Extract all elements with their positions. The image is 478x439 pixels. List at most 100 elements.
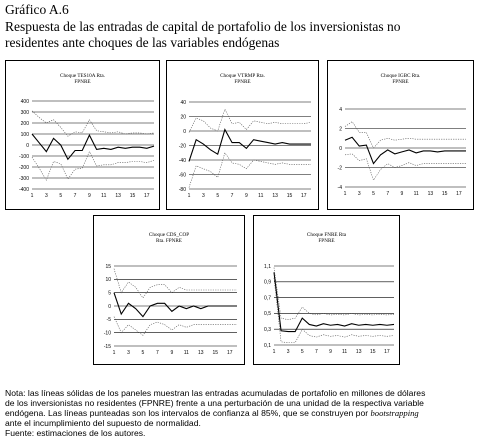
response-line — [273, 272, 395, 333]
chart-panel-tes10a: Choque TES10A Rta. FPNRE 400 300 200 100 0 -1… — [5, 60, 160, 210]
x-tick-label: 3 — [287, 349, 290, 355]
y-tick-label: -15 — [104, 344, 111, 350]
y-tick-label: -80 — [179, 187, 186, 193]
x-tick-label: 1 — [113, 350, 116, 356]
y-tick-label: -200 — [19, 165, 29, 171]
note-source: Fuente: estimaciones de los autores. — [5, 428, 146, 438]
confidence-band-lower — [344, 153, 466, 181]
x-tick-label: 15 — [287, 193, 293, 199]
x-tick-label: 17 — [456, 191, 462, 197]
chart-panel-vtrmp: Choque VTRMP Rta. FPNRE 40 20 0 -20 -40 -60 -8… — [166, 60, 319, 210]
y-tick-label: -4 — [338, 185, 343, 191]
x-tick-label: 3 — [358, 191, 361, 197]
chart-panel-fnre: Choque FNRE Rta FPNRE 1,1 0,9 0,7 0,5 0,3 0,1… — [253, 215, 400, 365]
x-tick-label: 5 — [372, 191, 375, 197]
x-tick-label: 9 — [170, 350, 173, 356]
x-tick-label: 15 — [130, 193, 136, 199]
x-tick-label: 13 — [198, 350, 204, 356]
y-tick-label: 0 — [108, 304, 111, 310]
x-tick-label: 9 — [245, 193, 248, 199]
x-tick-label: 15 — [213, 350, 219, 356]
y-tick-label: 2 — [339, 126, 342, 132]
x-tick-label: 17 — [384, 349, 390, 355]
note-line3-text: endógena. Las líneas punteadas son los i… — [5, 408, 371, 418]
x-tick-label: 3 — [127, 350, 130, 356]
confidence-band-lower — [188, 152, 311, 188]
x-tick-label: 5 — [142, 350, 145, 356]
chart-svg: 1,10,90,70,50,30,11 3 5 7 9 11 13 15 17 — [264, 264, 395, 355]
x-tick-label: 9 — [401, 191, 404, 197]
x-tick-label: 15 — [442, 191, 448, 197]
x-tick-label: 1 — [344, 191, 347, 197]
x-tick-label: 1 — [31, 193, 34, 199]
x-tick-label: 13 — [272, 193, 278, 199]
x-tick-label: 1 — [188, 193, 191, 199]
chart-panel-cds-cop: Choque CDS_COP Rta. FPNRE 15 10 5 0 -5 -10 -15… — [93, 215, 245, 365]
y-tick-label: -10 — [104, 330, 111, 336]
figure-title-line2: residentes ante choques de las variables… — [5, 35, 280, 50]
y-tick-label: 10 — [105, 277, 111, 283]
y-tick-label: -40 — [179, 158, 186, 164]
x-tick-label: 17 — [144, 193, 150, 199]
y-tick-label: -5 — [107, 317, 112, 323]
confidence-band-lower — [273, 277, 395, 343]
y-tick-label: 40 — [180, 100, 186, 106]
x-tick-label: 11 — [101, 193, 106, 199]
panel-title-line2: FPNRE — [234, 79, 251, 85]
x-tick-label: 13 — [356, 349, 362, 355]
x-tick-label: 3 — [202, 193, 205, 199]
x-tick-label: 11 — [184, 350, 189, 356]
y-tick-label: 0 — [339, 146, 342, 152]
note-line2: de los inversionistas no residentes (FPN… — [5, 398, 424, 408]
y-tick-label: 0 — [183, 129, 186, 135]
confidence-band-upper — [273, 267, 395, 321]
x-tick-label: 15 — [370, 349, 376, 355]
chart-panel-igbc: Choque IGBC Rta. FPNRE 4 2 0 -2 -4 1 3 5 7 9 11 13 1… — [327, 60, 474, 210]
y-tick-label: 4 — [339, 107, 342, 113]
y-tick-label: 100 — [21, 132, 30, 138]
y-tick-label: 200 — [21, 121, 30, 127]
x-tick-label: 11 — [414, 191, 419, 197]
x-tick-label: 5 — [216, 193, 219, 199]
x-tick-label: 17 — [227, 350, 233, 356]
y-tick-label: -300 — [19, 176, 29, 182]
response-line — [31, 133, 155, 161]
note-line3: endógena. Las líneas punteadas son los i… — [5, 408, 475, 418]
panel-title-line2: Rta. FPNRE — [156, 238, 182, 244]
chart-svg: 420-2-41 3 5 7 9 11 13 15 17 — [338, 107, 466, 197]
response-line — [188, 128, 311, 162]
note-line4: ante el incumplimiento del supuesto de n… — [5, 418, 201, 428]
confidence-band-upper — [31, 110, 155, 137]
y-tick-label: 20 — [180, 114, 186, 120]
note-bootstrapping: bootstrapping — [370, 408, 419, 418]
x-tick-label: 17 — [301, 193, 307, 199]
x-tick-label: 9 — [88, 193, 91, 199]
y-tick-label: 0 — [26, 143, 29, 149]
y-tick-label: 400 — [21, 99, 30, 105]
panel-title-line2: FPNRE — [318, 238, 335, 244]
x-tick-label: 11 — [342, 349, 347, 355]
x-tick-label: 9 — [329, 349, 332, 355]
x-tick-label: 3 — [45, 193, 48, 199]
x-tick-label: 7 — [231, 193, 234, 199]
note-line1: Nota: las líneas sólidas de los paneles … — [5, 388, 426, 398]
x-tick-label: 7 — [386, 191, 389, 197]
response-line — [113, 292, 237, 318]
y-tick-label: 0,3 — [264, 327, 271, 333]
panel-title-line1: Choque VTRMP Rta. — [220, 73, 265, 79]
x-tick-label: 13 — [115, 193, 121, 199]
response-line — [344, 136, 466, 165]
x-tick-label: 5 — [59, 193, 62, 199]
figure-label: Gráfico A.6 — [5, 2, 69, 17]
y-tick-label: -400 — [19, 187, 29, 193]
y-tick-label: 5 — [108, 290, 111, 296]
confidence-band-upper — [188, 108, 312, 133]
y-tick-label: 300 — [21, 110, 30, 116]
y-tick-label: -100 — [19, 154, 29, 160]
y-tick-label: 0,5 — [264, 311, 271, 317]
confidence-band-upper — [113, 268, 237, 299]
y-tick-label: 0,7 — [264, 295, 271, 301]
